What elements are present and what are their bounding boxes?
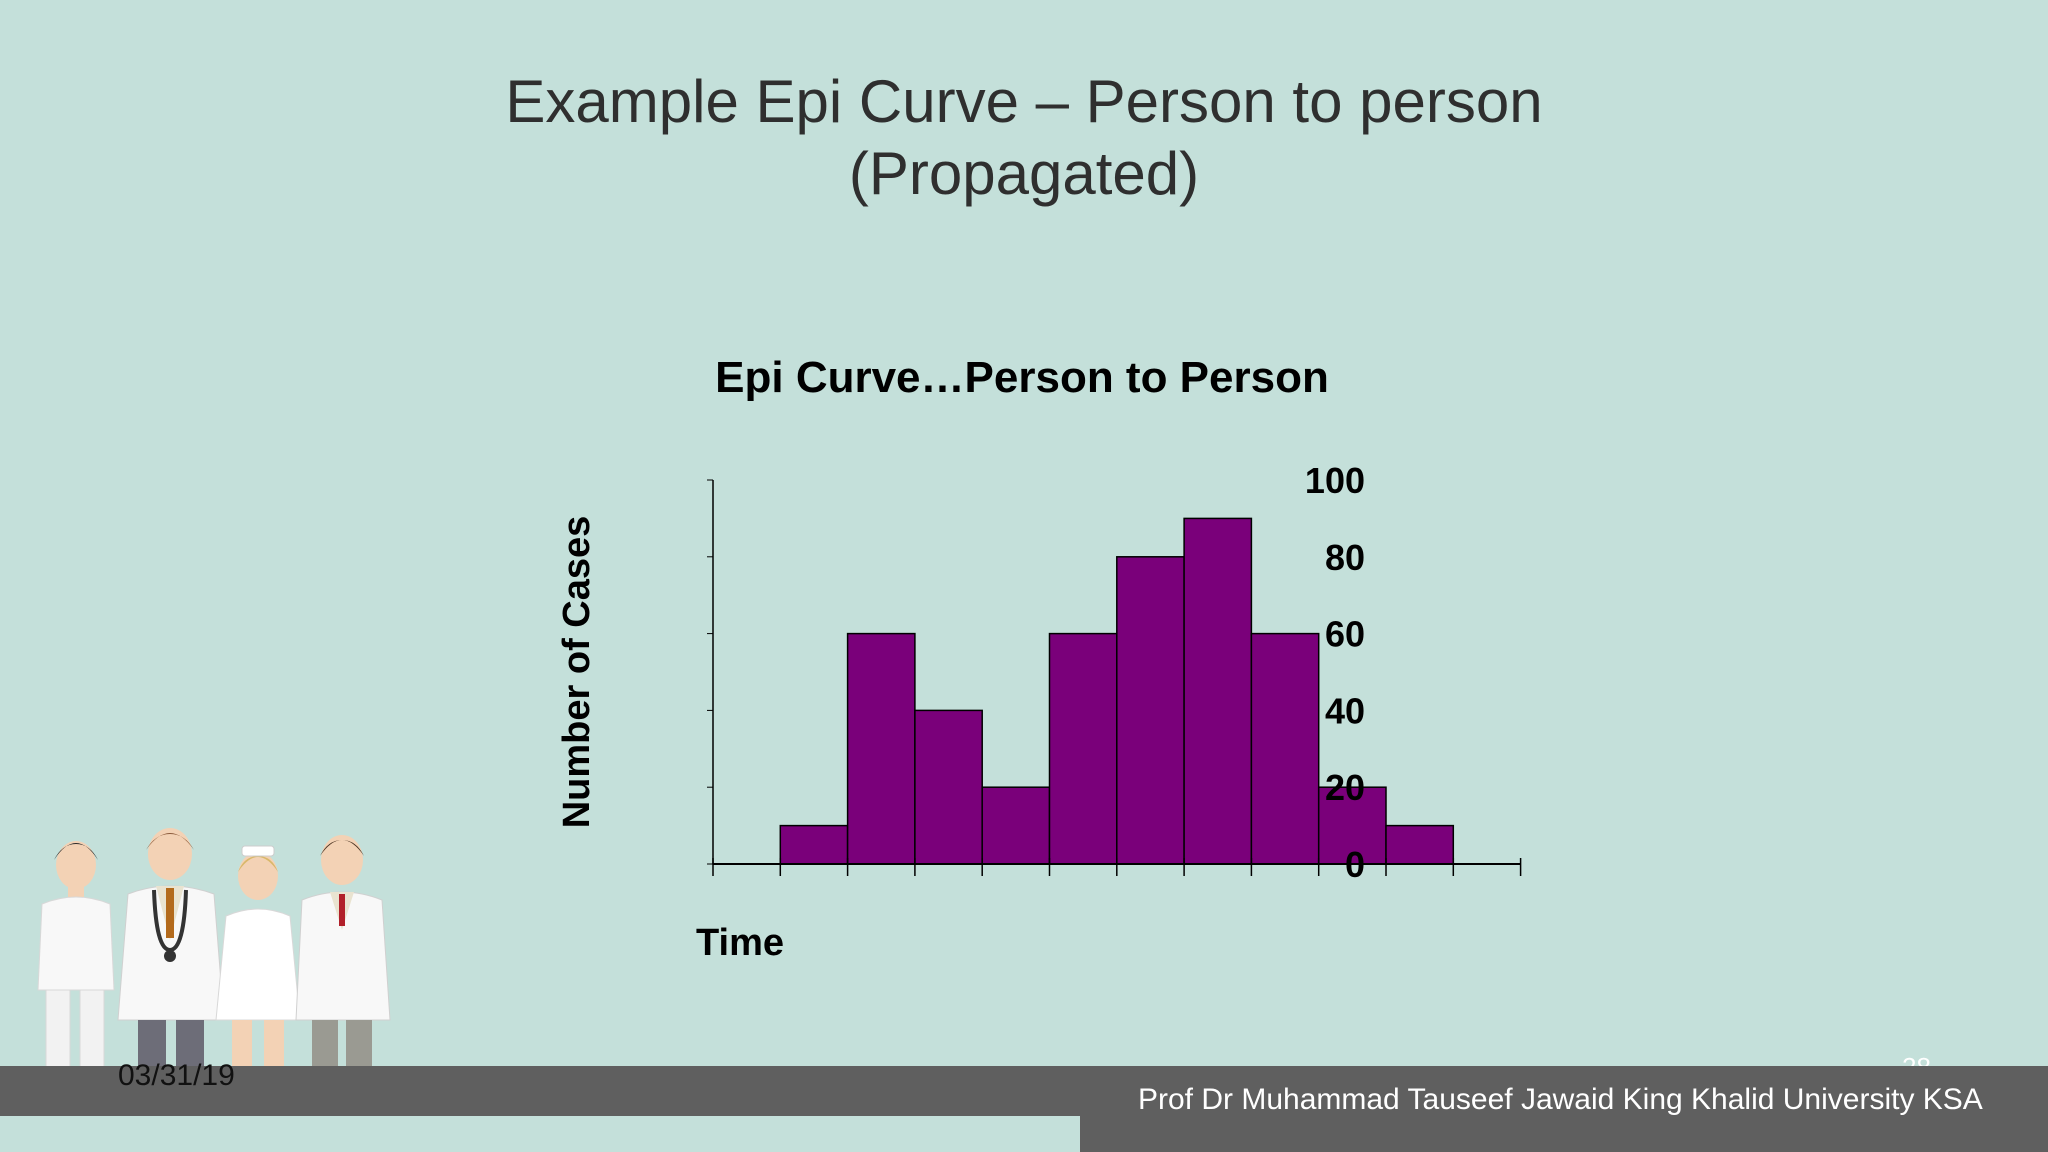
y-tick-label-40: 40 [1325,690,1365,731]
y-tick-label-0: 0 [1345,844,1365,885]
y-tick-label-60: 60 [1325,614,1365,655]
y-axis-label: Number of Cases [556,516,598,829]
bar-7 [1116,556,1185,865]
bar-6 [1048,632,1118,865]
axes-group [707,479,1522,876]
bar-3 [846,632,916,865]
y-tick-labels: 0 20 40 60 80 100 [1305,460,1365,885]
slide-title: Example Epi Curve – Person to person (Pr… [0,66,2048,210]
slide-title-line-1: Example Epi Curve – Person to person [505,68,1543,135]
chart-title: Epi Curve…Person to Person [715,353,1329,402]
footer-slide-number: 28 [1902,1052,1931,1066]
bar-4 [914,709,983,865]
bar-8 [1183,517,1253,865]
x-axis-label: Time [696,922,784,964]
bar-9 [1250,632,1320,865]
footer-author-box [1080,1066,2048,1152]
slide-title-line-2: (Propagated) [848,140,1200,207]
y-tick-label-20: 20 [1325,767,1365,808]
bar-11 [1385,824,1455,865]
bar-5 [981,786,1051,865]
footer-author: Prof Dr Muhammad Tauseef Jawaid King Kha… [1138,1083,1983,1116]
y-tick-label-100: 100 [1305,460,1365,501]
bars-group [779,517,1455,865]
bar-2 [779,824,849,865]
bar-10 [1317,786,1387,865]
epi-curve-chart: Epi Curve…Person to Person Number of Cas… [556,353,1522,964]
y-tick-label-80: 80 [1325,537,1365,578]
footer-date: 03/31/19 [118,1059,235,1092]
